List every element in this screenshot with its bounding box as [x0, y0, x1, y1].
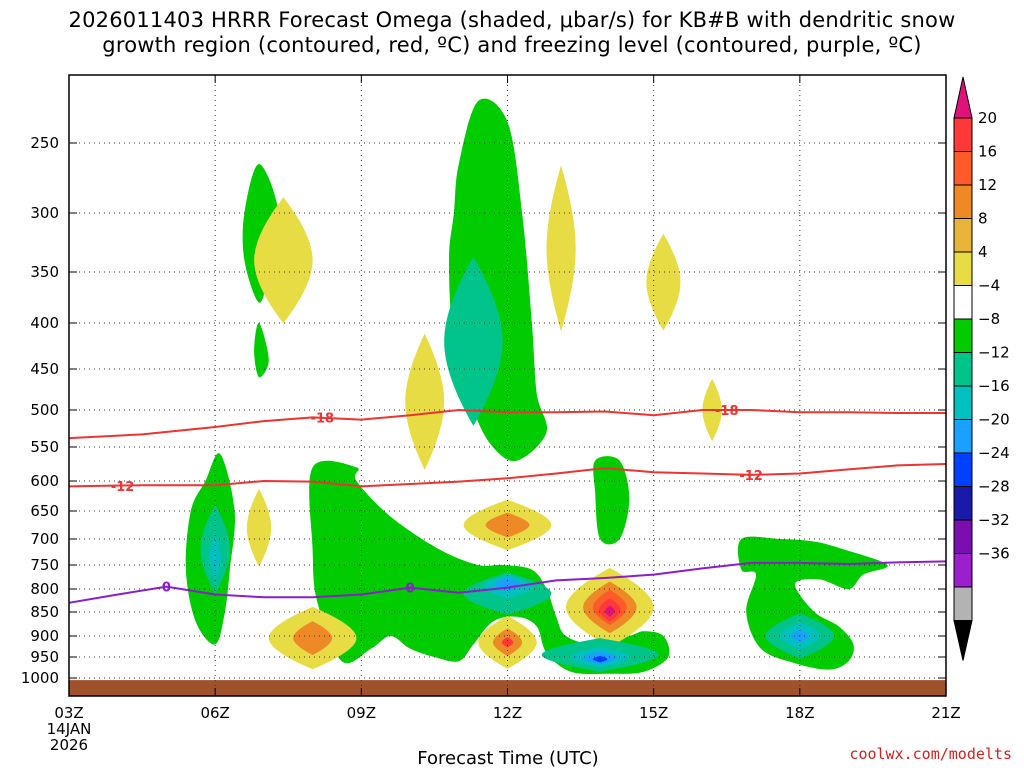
x-date-label: 2026: [50, 736, 88, 754]
colorbar-tick-label: −8: [978, 310, 1000, 328]
x-tick-label: 15Z: [639, 704, 668, 722]
colorbar-box: [953, 519, 973, 554]
colorbar-box: [953, 419, 973, 454]
colorbar-box: [953, 352, 973, 387]
colorbar-box: [953, 385, 973, 420]
colorbar-box: [953, 218, 973, 253]
colorbar-tick-label: 20: [978, 109, 997, 127]
contour-line--12: [68, 463, 947, 488]
omega-cell-up-8-12: [444, 256, 503, 426]
colorbar-tick-label: −16: [978, 377, 1010, 395]
x-tick-label: 03Z: [54, 704, 83, 722]
omega-cell-down-4-8: [546, 165, 576, 332]
colorbar-box: [953, 184, 973, 219]
colorbar-tick-label: −28: [978, 478, 1010, 496]
colorbar-tick-label: 16: [978, 143, 997, 161]
colorbar-tick-label: 8: [978, 210, 988, 228]
source-credit: coolwx.com/modelts: [849, 745, 1012, 763]
x-tick-label: 06Z: [200, 704, 229, 722]
y-tick-label: 600: [30, 472, 59, 490]
y-tick-label: 950: [30, 648, 59, 666]
omega-cell-up-12-16: [209, 534, 222, 581]
y-tick-label: 650: [30, 502, 59, 520]
contour-label: -12: [739, 469, 763, 484]
y-tick-label: 850: [30, 603, 59, 621]
colorbar-tick-label: −36: [978, 545, 1010, 563]
y-tick-label: 450: [30, 360, 59, 378]
contour-layer: -18 -18 -12 -12 0 0: [68, 404, 947, 604]
colorbar: 20 16 12 8 4 −4 −8 −12 −16 −20 −24 −28 −32 −36: [953, 76, 1010, 661]
contour-label: 0: [162, 581, 171, 596]
chart-title: 2026011403 HRRR Forecast Omega (shaded, …: [0, 8, 1024, 58]
colorbar-tick-label: −24: [978, 444, 1010, 462]
y-tick-label: 700: [30, 530, 59, 548]
y-tick-label: 550: [30, 438, 59, 456]
colorbar-top-triangle: [953, 76, 973, 119]
omega-cell-down-8-12: [293, 621, 333, 656]
contour-label: -18: [715, 404, 739, 419]
contour-line-0: [68, 560, 947, 604]
colorbar-box: [953, 251, 973, 286]
omega-cell-down-4-8: [246, 488, 272, 567]
colorbar-tick-label: −32: [978, 511, 1010, 529]
y-tick-label: 1000: [21, 669, 59, 687]
colorbar-box: [953, 318, 973, 353]
omega-cell-down-gt20: [604, 605, 615, 617]
y-tick-label: 250: [30, 134, 59, 152]
colorbar-box: [953, 586, 973, 621]
colorbar-box: [953, 452, 973, 487]
x-tick-label: 09Z: [347, 704, 376, 722]
x-axis-label: Forecast Time (UTC): [417, 748, 598, 768]
colorbar-box: [953, 285, 973, 320]
chart-title-line-2: growth region (contoured, red, ºC) and f…: [102, 33, 922, 57]
contour-label: -12: [111, 480, 135, 495]
omega-cell-down-4-8: [254, 197, 313, 324]
omega-shading-layer: [185, 98, 888, 675]
contour-label: -18: [311, 411, 335, 426]
omega-region-up-4-8: [254, 322, 269, 378]
colorbar-tick-label: −12: [978, 344, 1010, 362]
colorbar-box: [953, 486, 973, 521]
colorbar-box: [953, 553, 973, 588]
axes-layer: 250 300 350 400 450 500 550 600 650 700 750 800 850 9…: [21, 74, 961, 754]
contour-label: 0: [406, 582, 415, 597]
omega-cell-down-4-8: [405, 333, 445, 470]
chart-title-line-1: 2026011403 HRRR Forecast Omega (shaded, …: [68, 8, 956, 32]
y-tick-label: 400: [30, 314, 59, 332]
omega-cell-down-4-8: [646, 233, 681, 331]
y-tick-label: 300: [30, 204, 59, 222]
x-tick-label: 21Z: [931, 704, 960, 722]
x-tick-label: 12Z: [493, 704, 522, 722]
colorbar-bottom-triangle: [953, 620, 973, 661]
omega-region-up-4-8: [593, 456, 630, 545]
y-tick-label: 750: [30, 556, 59, 574]
x-date-label: 14JAN: [47, 720, 92, 738]
colorbar-tick-label: −4: [978, 277, 1000, 295]
y-tick-label: 900: [30, 627, 59, 645]
colorbar-box: [953, 117, 973, 152]
grid-layer: [69, 75, 946, 696]
colorbar-tick-label: −20: [978, 411, 1010, 429]
y-tick-label: 800: [30, 580, 59, 598]
omega-cell-up-20-24: [592, 655, 608, 663]
colorbar-tick-label: 4: [978, 243, 988, 261]
omega-shaded-regions: [185, 98, 888, 675]
y-tick-label: 350: [30, 263, 59, 281]
colorbar-tick-label: 12: [978, 176, 997, 194]
contour-line--18: [68, 408, 946, 440]
colorbar-box: [953, 151, 973, 186]
x-tick-label: 18Z: [785, 704, 814, 722]
omega-region-up-4-8: [309, 460, 670, 675]
omega-cell-down-16-20: [501, 637, 514, 648]
y-tick-label: 500: [30, 401, 59, 419]
